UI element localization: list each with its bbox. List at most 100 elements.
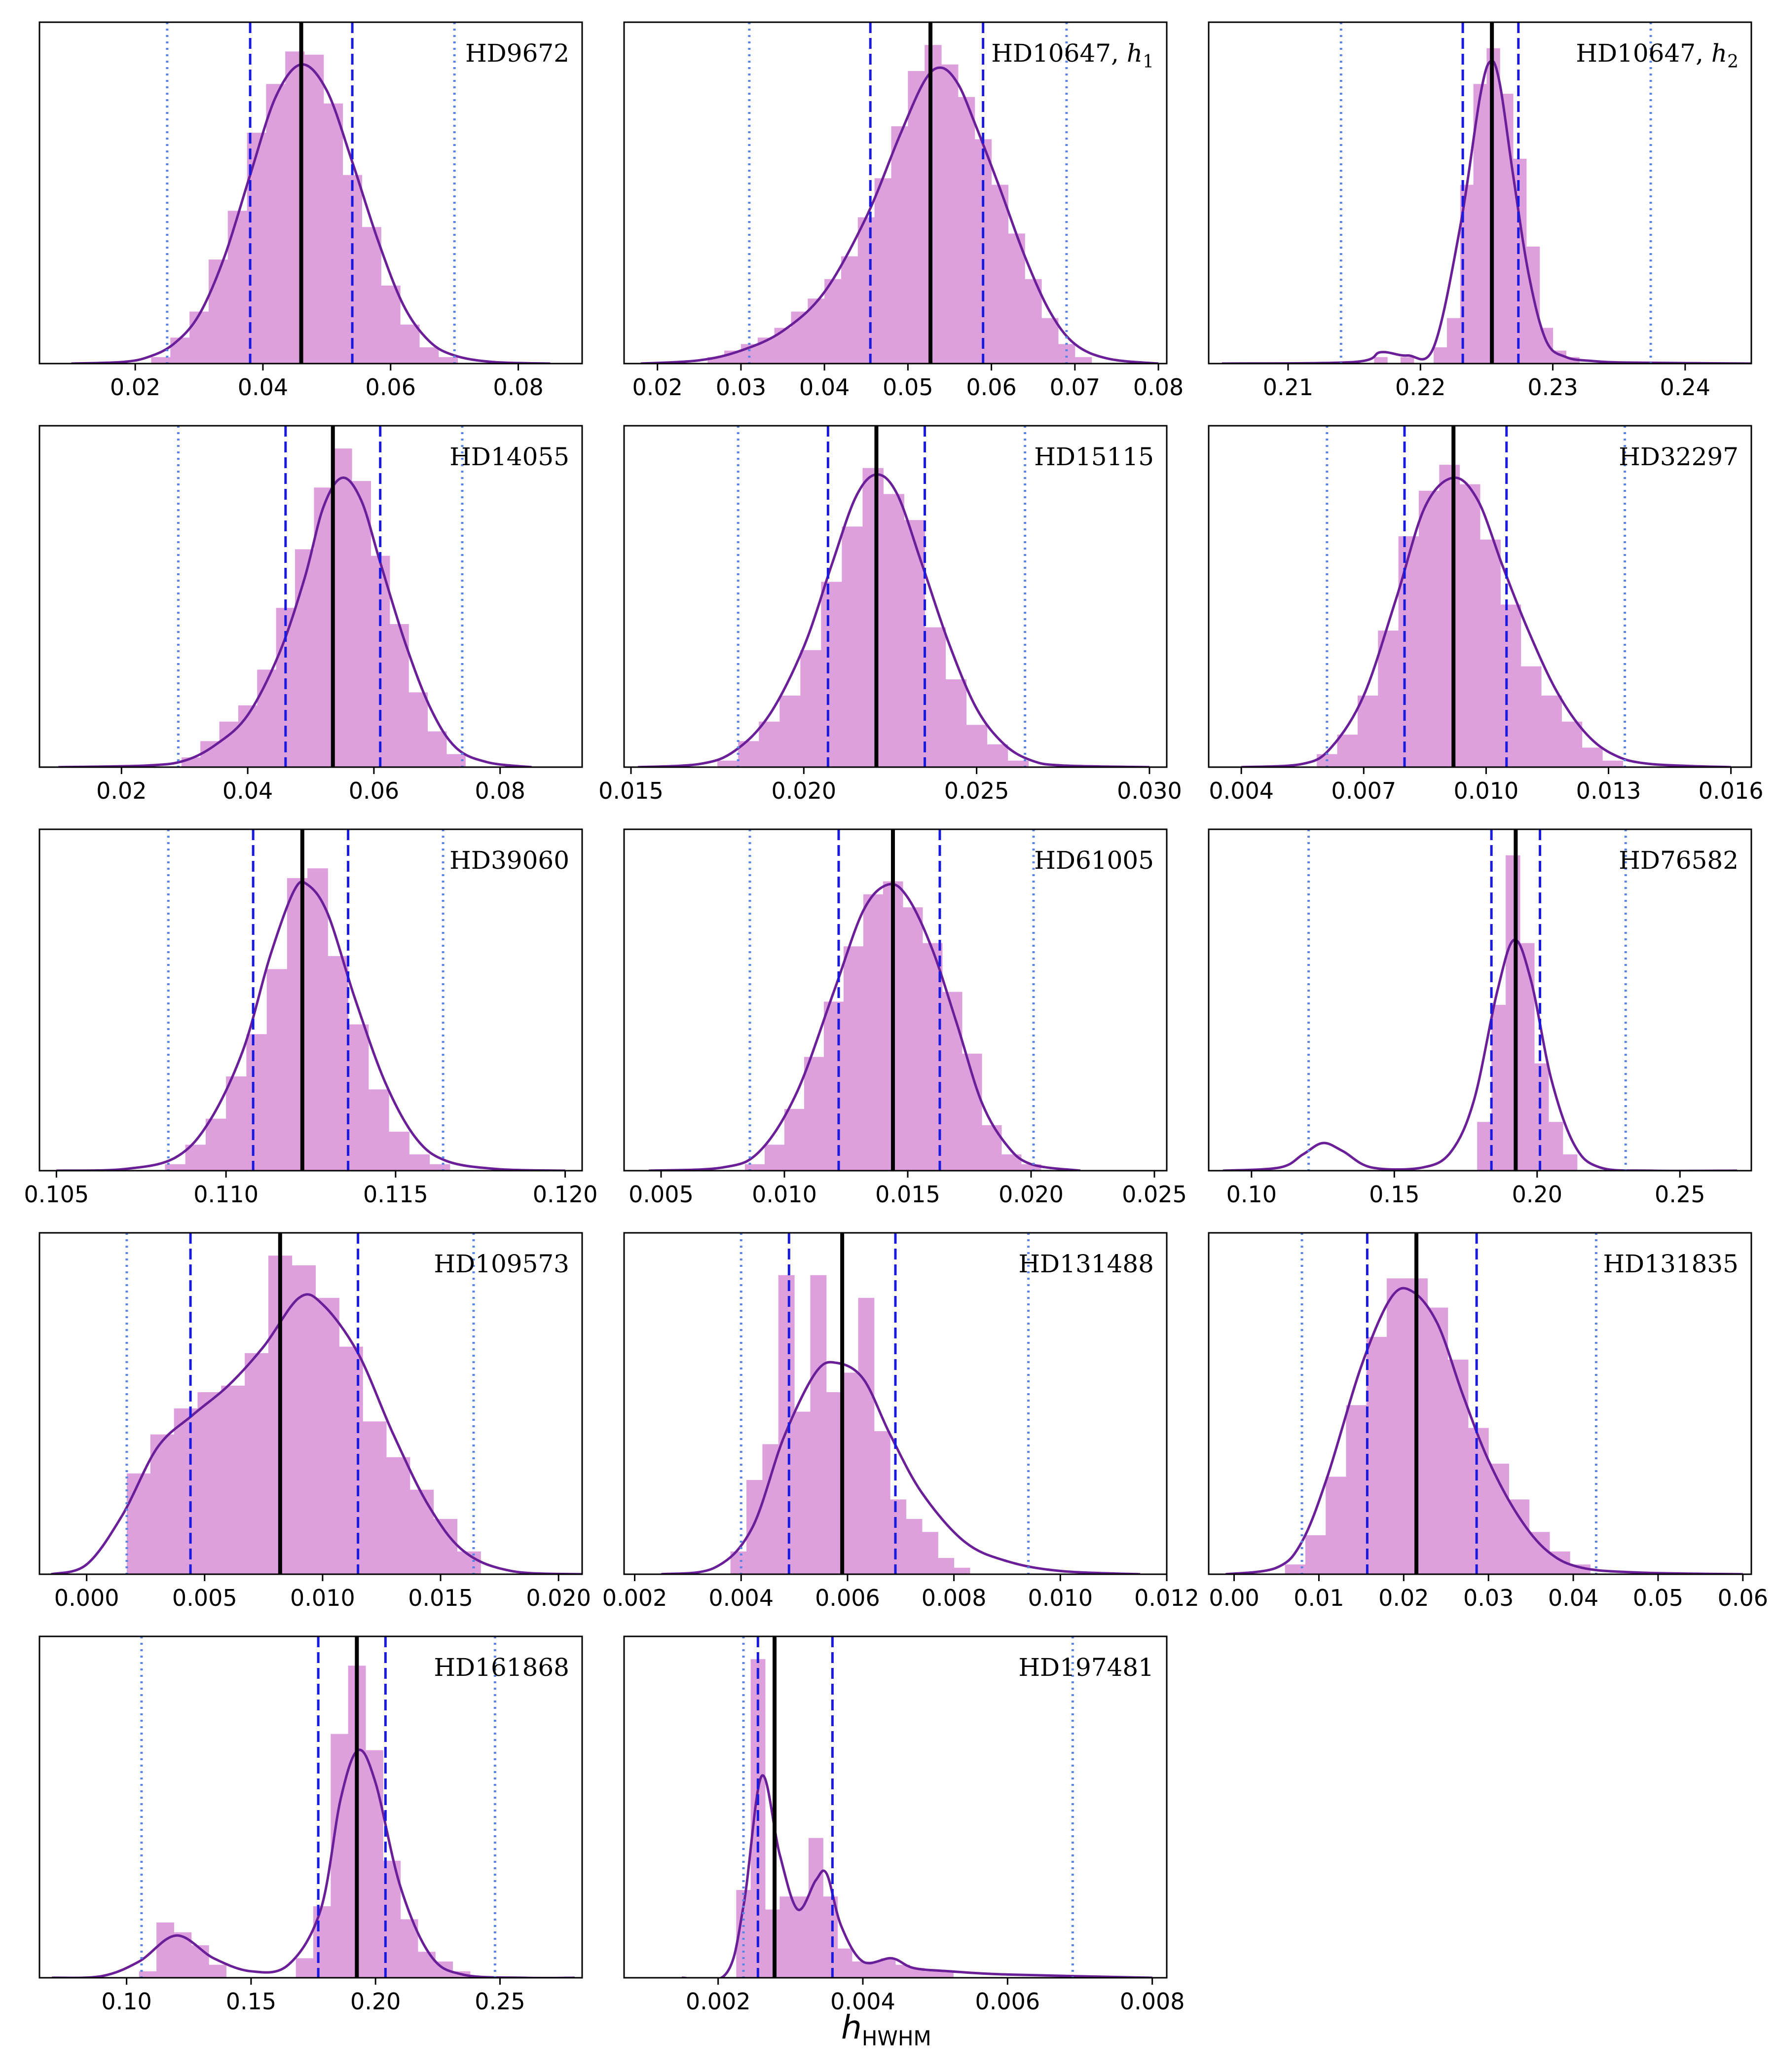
x-tick-label: 0.015 [875,1181,940,1208]
histogram-bar [774,328,791,364]
histogram-bar [874,1431,890,1574]
x-tick-label: 0.03 [716,374,766,401]
x-tick-label: 0.006 [815,1585,880,1611]
histogram-bar [821,582,842,767]
histogram-bar [368,1089,389,1171]
x-tick-label: 0.004 [708,1585,774,1611]
axes-frame [1208,21,1752,365]
histogram-bar [1434,347,1447,364]
x-tick-label: 0.015 [408,1585,473,1611]
x-tick-label: 0.010 [290,1585,355,1611]
x-tick-label: 0.020 [771,777,836,804]
histogram-bar [1305,1535,1326,1574]
histogram-bar [1446,318,1461,364]
panel-hd9672: 0.02 0.04 0.06 0.08 HD9672 [38,21,583,401]
panel-label-h: h [1127,39,1143,68]
panel-label: HD197481 [1018,1653,1154,1682]
histogram-bar [1447,1360,1469,1574]
x-tick-label: 0.06 [966,374,1016,401]
histogram-bar [1548,1122,1563,1171]
axes-frame [623,425,1168,768]
histogram-bar [1025,279,1042,364]
histogram-bar [189,311,209,364]
axes-frame [1208,425,1752,768]
x-tick-label: 0.20 [1512,1181,1562,1208]
x-tick-label: 0.03 [1463,1585,1514,1611]
plot-area [661,1233,1141,1574]
x-tick-label: 0.04 [1548,1585,1598,1611]
histogram-bar [881,1958,896,1978]
histogram-bar [779,696,801,767]
histogram-bar [1418,490,1440,767]
histogram-bar [417,1952,436,1978]
histogram-bar [1534,1063,1549,1171]
histogram-bar [339,1346,363,1574]
histogram-bar [227,211,248,364]
histogram-bar [191,1945,209,1978]
histogram-bar [945,679,967,767]
histogram-bar [800,650,821,767]
histogram-bar [906,1518,923,1574]
plot-area [1222,829,1738,1171]
x-tick-label: 0.05 [1633,1585,1683,1611]
histogram-bar [966,725,988,767]
x-tick-label: 0.21 [1263,374,1313,401]
x-tick-label: 0.04 [799,374,850,401]
histogram-bar [1562,1154,1578,1171]
panel-label-h: h [1711,39,1727,68]
histogram-bar [941,64,959,364]
histogram-bar [745,1164,765,1171]
histogram-bar [1337,735,1358,767]
axes-frame [623,21,1168,365]
histogram-bar [331,1734,349,1978]
x-tick-label: 0.030 [1117,777,1182,804]
histogram-bar [245,1353,269,1574]
axes-frame [1208,828,1752,1172]
panel-hd32297: 0.004 0.007 0.010 0.013 0.016 HD32297 [1208,425,1763,804]
histogram-bar [366,1750,383,1978]
histogram-bar [791,311,808,364]
x-tick-label: 0.06 [1718,1585,1768,1611]
histogram-bar [205,1118,226,1171]
histogram-bar [1468,1428,1489,1574]
panel-label-subscript: 2 [1727,52,1739,72]
axes-frame [38,828,583,1172]
plot-area [1221,22,1751,364]
histogram-bar [156,1922,174,1978]
panel-hd131835: 0.00 0.01 0.02 0.03 0.04 0.05 0.06 HD131835 [1208,1232,1768,1611]
panel-hd109573: 0.000 0.005 0.010 0.015 0.020 HD109573 [38,1232,591,1611]
histogram-bar [1386,1278,1407,1574]
histogram-bar [314,487,333,767]
histogram-bar [925,627,946,767]
histogram-bar [908,71,925,364]
panel-hd76582: 0.10 0.15 0.20 0.25 HD76582 [1208,828,1752,1208]
histogram-bar [400,324,420,364]
panel-hd61005: 0.005 0.010 0.015 0.020 0.025 HD61005 [623,828,1187,1208]
histogram-bar [778,1275,795,1574]
histogram-bar [1058,344,1075,364]
axes-frame [38,1232,583,1575]
histogram-bar [1500,604,1521,767]
histogram-bar [857,217,875,364]
histogram-bar [1357,696,1378,767]
histogram-bar [419,347,439,364]
histogram-bar [1506,855,1520,1171]
histogram-bar [257,669,277,767]
histogram-bar [323,103,343,364]
histogram-bar [804,1057,824,1171]
x-tick-label: 0.025 [1122,1181,1187,1208]
histogram-bar [1541,696,1562,767]
histogram-bar [208,259,228,364]
kde-curve [51,1293,582,1574]
plot-area [1225,1233,1743,1574]
histogram-bar [1477,1122,1492,1171]
panel-hd197481: 0.002 0.004 0.006 0.008 HD197481 [623,1635,1185,2015]
histogram-bar [942,992,962,1171]
histogram-bar [1439,465,1460,767]
histogram-bar [1520,943,1535,1171]
x-tick-label: 0.105 [24,1181,89,1208]
histogram-bar [287,878,308,1171]
panel-hd161868: 0.10 0.15 0.20 0.25 HD161868 [38,1635,583,2015]
histogram-bar [924,1971,939,1978]
